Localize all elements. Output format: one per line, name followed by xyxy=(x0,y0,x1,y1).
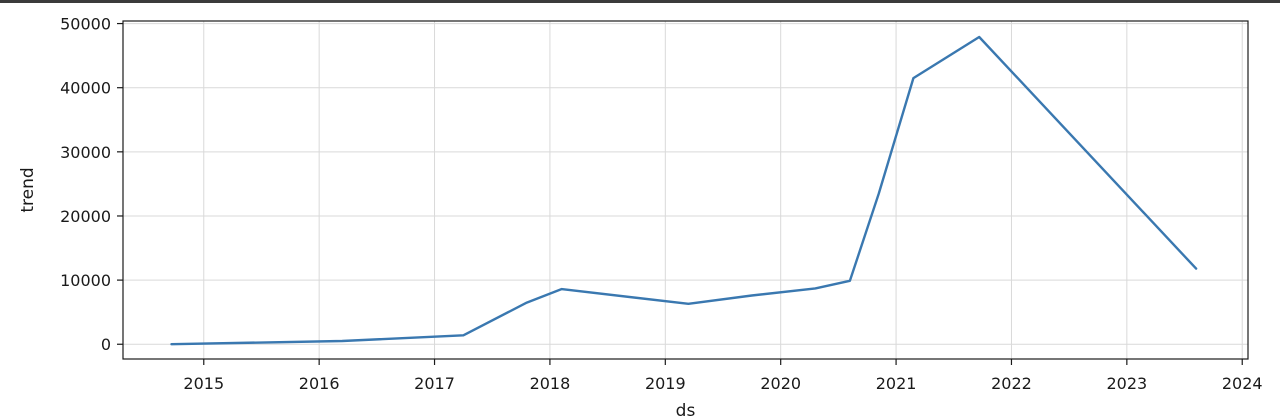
x-tick-label: 2021 xyxy=(876,374,917,393)
x-axis-label: ds xyxy=(676,401,696,417)
x-tick-label: 2024 xyxy=(1222,374,1263,393)
window-top-border xyxy=(0,0,1280,3)
y-axis-label: trend xyxy=(18,167,38,212)
x-axis-ticks: 2015 2016 2017 2018 2019 2020 2021 2022 2023 2024 xyxy=(183,359,1263,393)
x-tick-label: 2015 xyxy=(183,374,224,393)
x-tick-label: 2023 xyxy=(1106,374,1147,393)
x-tick-label: 2019 xyxy=(645,374,686,393)
y-tick-label: 30000 xyxy=(60,143,111,162)
y-tick-label: 10000 xyxy=(60,271,111,290)
y-tick-label: 0 xyxy=(101,335,111,354)
x-tick-label: 2018 xyxy=(530,374,571,393)
y-tick-label: 50000 xyxy=(60,15,111,34)
y-tick-label: 40000 xyxy=(60,79,111,98)
plot-frame xyxy=(122,20,1249,360)
series-layer xyxy=(170,35,1198,346)
y-axis-ticks: 0 10000 20000 30000 40000 50000 xyxy=(60,15,123,354)
grid-lines xyxy=(123,21,1248,359)
trend-series-line xyxy=(170,35,1198,346)
x-tick-label: 2020 xyxy=(760,374,801,393)
y-tick-label: 20000 xyxy=(60,207,111,226)
x-tick-label: 2022 xyxy=(991,374,1032,393)
x-tick-label: 2017 xyxy=(414,374,455,393)
x-tick-label: 2016 xyxy=(299,374,340,393)
